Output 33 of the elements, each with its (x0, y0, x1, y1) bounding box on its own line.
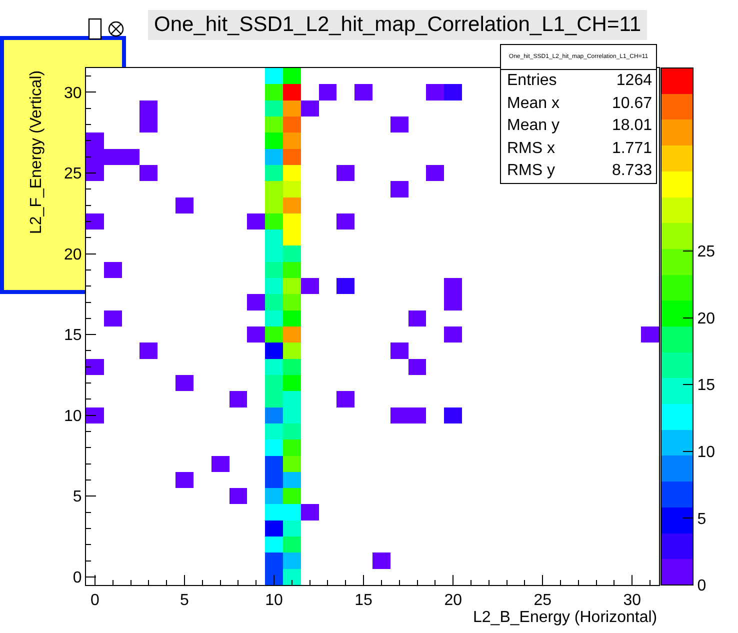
color-bar-label: 20 (697, 310, 716, 328)
annotation: 8.733 (612, 161, 652, 181)
color-bar-label: 15 (697, 377, 716, 394)
x-tick-label: 0 (90, 592, 100, 610)
x-tick-label: 10 (265, 592, 284, 610)
y-tick-label: 10 (64, 408, 82, 425)
annotation: RMS y (507, 161, 555, 181)
annotation: Mean x (507, 94, 560, 114)
y-tick-label: 5 (72, 488, 82, 506)
chart-title: One_hit_SSD1_L2_hit_map_Correlation_L1_CH=11 (148, 10, 648, 40)
annotation: 10.67 (612, 94, 652, 114)
annotation: 1264 (616, 71, 652, 91)
x-axis-title: L2_B_Energy (Horizontal) (473, 609, 658, 626)
y-tick-label: 25 (64, 166, 82, 183)
x-tick-label: 30 (623, 592, 642, 610)
y-axis-title: L2_F_Energy (Vertical) (28, 70, 45, 234)
annotation: RMS x (507, 138, 555, 158)
x-tick-label: 20 (444, 592, 462, 610)
color-bar-label: 5 (697, 510, 706, 528)
color-bar-label: 10 (697, 444, 716, 462)
y-tick-label: 30 (64, 84, 82, 102)
color-bar-label: 25 (697, 244, 716, 261)
x-tick-label: 5 (180, 592, 190, 610)
annotation: 1.771 (612, 138, 652, 158)
annotation: Entries (507, 71, 557, 91)
color-bar-label: 0 (697, 578, 706, 595)
y-tick-label: 20 (64, 246, 82, 264)
y-tick-label: 0 (72, 570, 82, 587)
x-tick-label: 25 (534, 592, 552, 610)
annotation: 18.01 (612, 116, 652, 136)
annotation: Mean y (507, 116, 560, 136)
y-tick-label: 15 (64, 327, 82, 344)
x-tick-label: 15 (354, 592, 373, 610)
